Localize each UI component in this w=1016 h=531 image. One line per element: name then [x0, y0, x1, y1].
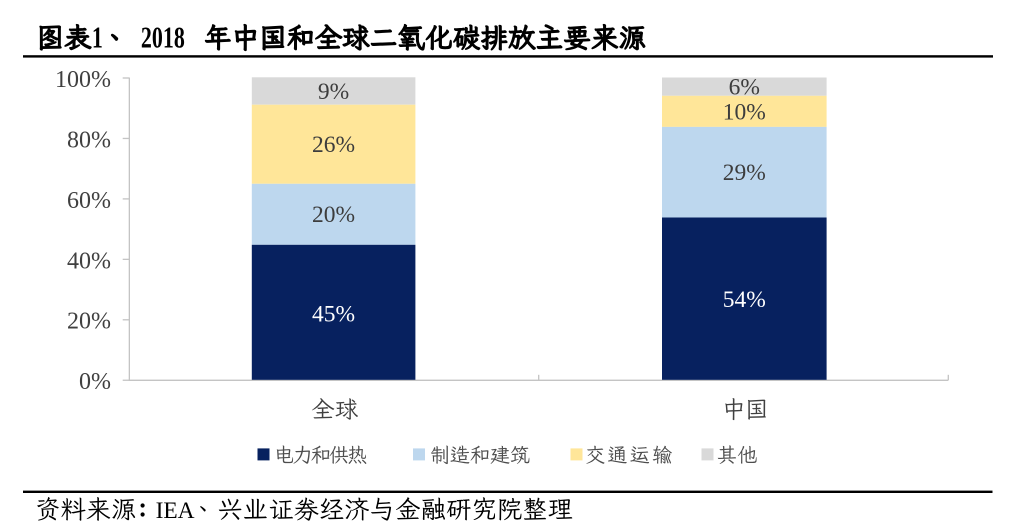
svg-text:1: 1	[92, 20, 103, 54]
svg-text:20%: 20%	[312, 202, 355, 228]
svg-text:40%: 40%	[67, 248, 111, 274]
svg-text:29%: 29%	[723, 160, 766, 186]
svg-text:20%: 20%	[67, 309, 111, 335]
svg-text:54%: 54%	[723, 287, 766, 313]
svg-text:2018: 2018	[141, 20, 185, 54]
svg-text:26%: 26%	[312, 132, 355, 158]
svg-text:10%: 10%	[723, 99, 766, 125]
svg-text:6%: 6%	[729, 75, 760, 101]
svg-text:60%: 60%	[67, 188, 111, 214]
svg-text:IEA: IEA	[156, 498, 195, 524]
svg-text:80%: 80%	[67, 127, 111, 153]
svg-text:100%: 100%	[55, 67, 111, 93]
svg-text:45%: 45%	[312, 302, 355, 328]
svg-text:0%: 0%	[79, 369, 111, 395]
svg-text:9%: 9%	[318, 79, 349, 105]
